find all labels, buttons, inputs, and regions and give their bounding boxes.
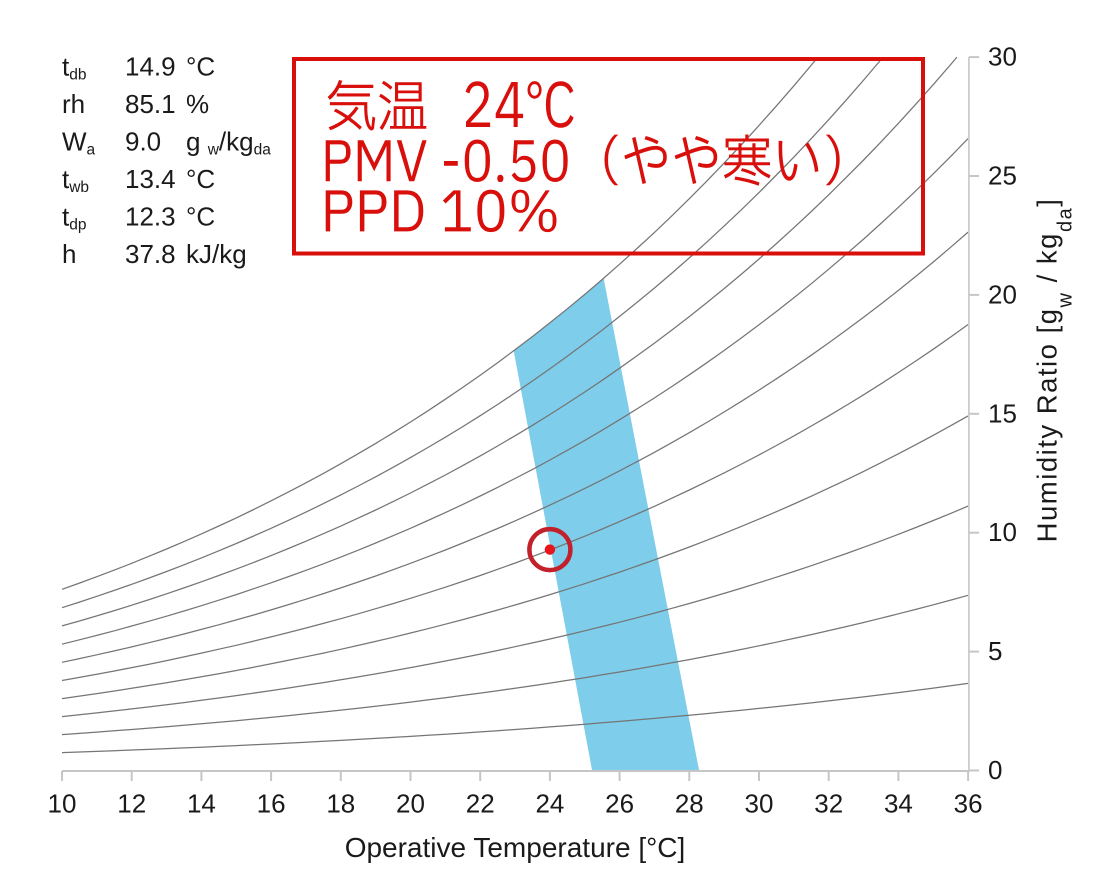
x-tick-label-28: 28 — [675, 789, 704, 819]
marker-ring-icon — [527, 526, 573, 573]
x-tick-label-12: 12 — [117, 789, 146, 819]
x-tick-label-34: 34 — [884, 789, 913, 819]
readout-row-2-unit-subscript: da — [254, 142, 272, 159]
annotation-line1-air-temp-kanji — [327, 80, 427, 131]
readout-row-4-symbol-subscript: dp — [69, 217, 86, 234]
y-axis-title-subscript: da — [1055, 207, 1077, 232]
readout-row-1-symbol-segment: rh — [62, 89, 85, 119]
tick-labels-layer: 10 12 14 16 18 20 22 24 26 28 30 32 34 360 5 10 15 20 25 30 — [48, 42, 1017, 819]
readout-row-5-unit-segment: kJ/kg — [186, 239, 247, 269]
annotation-box — [292, 57, 925, 256]
readout-row-3-value: 13.4 — [125, 164, 176, 194]
x-tick-label-24: 24 — [535, 789, 564, 819]
rh-curve-30 — [61, 505, 969, 718]
readout-row-1-value: 85.1 — [125, 89, 176, 119]
readout-row-3-symbol: twb — [62, 164, 89, 196]
annotation-line3-ppd — [325, 189, 557, 233]
x-tick-label-20: 20 — [396, 789, 425, 819]
y-tick-label-5: 5 — [988, 636, 1002, 666]
readout-row-1-value-segment: 85.1 — [125, 89, 176, 119]
readout-row-1-symbol: rh — [62, 89, 85, 119]
rh-curves-layer — [61, 56, 969, 754]
readout-row-1-unit-segment: % — [186, 89, 209, 119]
state-point-marker — [527, 526, 573, 573]
x-tick-label-18: 18 — [326, 789, 355, 819]
readout-row-0-symbol: tdb — [62, 52, 86, 84]
rh-curve-100 — [61, 56, 819, 590]
x-tick-label-16: 16 — [257, 789, 286, 819]
rh-curve-70 — [61, 138, 969, 645]
y-axis-title-segment: ] — [1032, 198, 1063, 207]
y-tick-label-25: 25 — [988, 161, 1017, 191]
readout-row-2-unit-segment: g — [186, 127, 208, 157]
readout-row-3-symbol-segment: t — [62, 164, 70, 194]
readout-row-0-value: 14.9 — [125, 52, 176, 82]
y-tick-label-15: 15 — [988, 398, 1017, 428]
readout-row-5-symbol: h — [62, 239, 76, 269]
readout-row-4-unit: °C — [186, 202, 215, 232]
x-tick-label-32: 32 — [814, 789, 843, 819]
readout-row-4-symbol: tdp — [62, 202, 86, 234]
y-tick-label-20: 20 — [988, 279, 1017, 309]
x-tick-label-14: 14 — [187, 789, 216, 819]
comfort-zone-band — [513, 278, 700, 771]
y-axis-title-segment: / kg — [1032, 232, 1063, 291]
readout-row-4-unit-segment: °C — [186, 202, 215, 232]
y-axis-title-segment: Humidity Ratio [g — [1032, 307, 1063, 542]
y-axis-title-subscript: w — [1055, 292, 1077, 309]
annotation-line2-pmv — [325, 134, 840, 186]
readout-row-3-symbol-subscript: wb — [68, 179, 89, 196]
rh-curve-40 — [61, 415, 969, 700]
y-axis-title: Humidity Ratio [gw / kgda] — [1032, 198, 1077, 543]
x-tick-label-22: 22 — [466, 789, 495, 819]
readout-row-3-unit-segment: °C — [186, 164, 215, 194]
rh-curve-90 — [61, 56, 884, 609]
readout-row-2-symbol: Wa — [62, 127, 96, 159]
x-tick-label-10: 10 — [48, 789, 77, 819]
readout-row-3-value-segment: 13.4 — [125, 164, 176, 194]
axes-layer — [61, 56, 980, 781]
readout-row-1-unit: % — [186, 89, 209, 119]
readout-row-3-unit: °C — [186, 164, 215, 194]
y-tick-label-30: 30 — [988, 42, 1017, 72]
rh-curve-20 — [61, 594, 969, 736]
readout-row-4-symbol-segment: t — [62, 202, 70, 232]
readout-row-2-unit-subscript: w — [207, 142, 220, 159]
readout-row-0-symbol-segment: t — [62, 52, 70, 82]
rh-curve-60 — [61, 231, 969, 663]
readout-row-2-value-segment: 9.0 — [125, 127, 161, 157]
y-tick-label-10: 10 — [988, 517, 1017, 547]
comfort-zone-band-layer — [513, 278, 700, 771]
readout-row-5-symbol-segment: h — [62, 239, 76, 269]
readout-row-4-value: 12.3 — [125, 202, 176, 232]
readout-row-0-unit-segment: °C — [186, 52, 215, 82]
readout-row-2-symbol-segment: W — [62, 127, 87, 157]
readout-row-2-symbol-subscript: a — [87, 142, 96, 159]
x-tick-label-26: 26 — [605, 789, 634, 819]
readout-row-5-unit: kJ/kg — [186, 239, 247, 269]
readout-row-4-value-segment: 12.3 — [125, 202, 176, 232]
rh-curve-10 — [61, 682, 969, 754]
x-tick-label-30: 30 — [745, 789, 774, 819]
x-axis-title: Operative Temperature [°C] — [345, 832, 686, 863]
readout-row-2-unit-segment: /kg — [219, 127, 254, 157]
readout-row-2-value: 9.0 — [125, 127, 161, 157]
rh-curve-50 — [61, 323, 969, 682]
annotation-line1-air-temp-value — [465, 81, 574, 128]
readout-row-0-symbol-subscript: db — [69, 67, 86, 84]
marker-dot-icon — [544, 544, 556, 555]
readout-row-5-value-segment: 37.8 — [125, 239, 176, 269]
readout-row-0-unit: °C — [186, 52, 215, 82]
rh-curve-80 — [61, 56, 958, 627]
readout-row-2-unit: g w/kgda — [186, 127, 271, 159]
readout-row-5-value: 37.8 — [125, 239, 176, 269]
annotation-callout — [292, 57, 925, 256]
x-tick-label-36: 36 — [954, 789, 983, 819]
readout-row-0-value-segment: 14.9 — [125, 52, 176, 82]
y-tick-label-0: 0 — [988, 755, 1002, 785]
